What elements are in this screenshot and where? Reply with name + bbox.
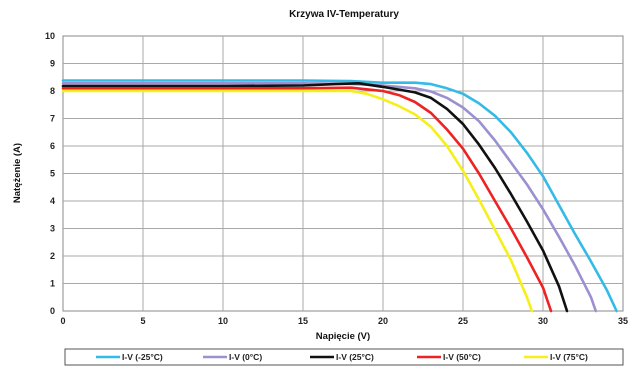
tick-labels: 0 5 10 15 20 25 30 35 0 1 2 3 4 5 6 7 8 9 10	[45, 31, 628, 326]
x-tick-label: 0	[60, 316, 65, 326]
y-tick-label: 0	[50, 306, 55, 316]
series-line-2	[61, 82, 569, 313]
x-tick-label: 20	[378, 316, 388, 326]
y-tick-label: 1	[50, 279, 55, 289]
x-tick-label: 30	[538, 316, 548, 326]
series-line-3	[61, 86, 553, 313]
x-tick-label: 15	[298, 316, 308, 326]
y-axis-label: Natężenie (A)	[12, 143, 23, 203]
y-tick-label: 4	[50, 196, 55, 206]
y-tick-label: 7	[50, 114, 55, 124]
legend-label-3: I-V (50°C)	[443, 352, 481, 362]
series-line-4	[61, 89, 534, 313]
y-tick-label: 2	[50, 251, 55, 261]
x-tick-label: 25	[458, 316, 468, 326]
y-tick-label: 10	[45, 31, 55, 41]
x-tick-label: 5	[140, 316, 145, 326]
legend-box	[64, 348, 624, 366]
x-tick-label: 35	[618, 316, 628, 326]
y-tick-label: 8	[50, 86, 55, 96]
series-line-0	[61, 79, 618, 313]
legend-label-2: I-V (25°C)	[336, 352, 374, 362]
y-tick-label: 6	[50, 141, 55, 151]
series-lines	[61, 79, 618, 313]
x-tick-label: 10	[218, 316, 228, 326]
y-tick-label: 3	[50, 224, 55, 234]
legend-label-4: I-V (75°C)	[550, 352, 588, 362]
x-axis-label: Napięcie (V)	[316, 331, 370, 342]
legend-label-0: I-V (-25°C)	[122, 352, 163, 362]
y-tick-label: 9	[50, 59, 55, 69]
legend: I-V (-25°C) I-V (0°C) I-V (25°C) I-V (50°C)…	[96, 352, 588, 362]
legend-label-1: I-V (0°C)	[229, 352, 262, 362]
y-tick-label: 5	[50, 169, 55, 179]
chart-title: Krzywa IV-Temperatury	[289, 9, 399, 20]
